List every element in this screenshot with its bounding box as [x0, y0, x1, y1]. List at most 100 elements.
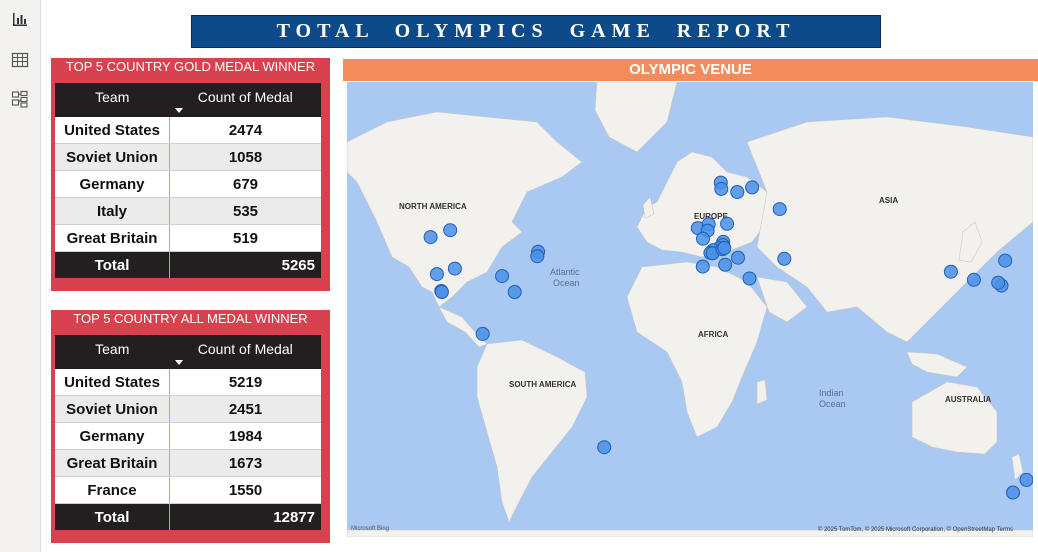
cell-team: Soviet Union [55, 395, 170, 423]
table-header-row: Team Count of Medal [55, 335, 321, 369]
venue-marker[interactable] [998, 253, 1013, 268]
venue-marker[interactable] [730, 185, 745, 199]
venue-marker[interactable] [714, 181, 729, 196]
venue-marker[interactable] [507, 285, 522, 299]
model-icon[interactable] [11, 90, 29, 108]
total-row: Total 5265 [55, 251, 321, 278]
label-australia: AUSTRALIA [945, 395, 991, 404]
label-africa: AFRICA [698, 330, 728, 339]
land-japan [958, 221, 983, 263]
venue-marker[interactable] [1006, 485, 1020, 500]
land-asia [746, 116, 1033, 343]
venue-markers [423, 175, 1033, 500]
map-provider-logo: Microsoft Bing [351, 526, 390, 532]
land-new-zealand [1011, 453, 1024, 481]
venue-marker[interactable] [423, 230, 438, 245]
venue-marker[interactable] [966, 272, 981, 287]
bar-chart-icon[interactable] [11, 10, 29, 28]
venue-marker[interactable] [695, 259, 710, 274]
venue-marker[interactable] [447, 261, 462, 276]
venue-marker[interactable] [1019, 472, 1033, 487]
table-row[interactable]: United States 5219 [55, 369, 321, 396]
table-row[interactable]: Soviet Union 2451 [55, 395, 321, 423]
venue-marker[interactable] [718, 257, 733, 272]
cell-count: 2474 [169, 117, 321, 144]
column-header-team[interactable]: Team [55, 83, 170, 117]
label-south-america: SOUTH AMERICA [509, 380, 576, 389]
gold-medal-panel-title: TOP 5 COUNTRY GOLD MEDAL WINNER [65, 59, 316, 74]
table-row[interactable]: France 1550 [55, 476, 321, 504]
map-attribution[interactable]: © 2025 TomTom, © 2025 Microsoft Corporat… [817, 527, 1013, 533]
all-medal-table[interactable]: Team Count of Medal United States 5219 So… [55, 335, 321, 530]
label-north-america: NORTH AMERICA [399, 202, 467, 211]
label-asia: ASIA [879, 196, 898, 205]
sort-desc-icon[interactable] [174, 360, 183, 365]
cell-team: France [55, 476, 170, 504]
column-header-team[interactable]: Team [55, 335, 170, 369]
label-atlantic-1: Atlantic [550, 267, 580, 277]
land-antarctica [347, 529, 1033, 537]
table-row[interactable]: Germany 679 [55, 170, 321, 198]
cell-count: 1058 [169, 143, 321, 171]
venue-marker[interactable] [597, 440, 612, 455]
cell-team: Germany [55, 170, 170, 198]
cell-count: 519 [169, 224, 321, 252]
column-header-count[interactable]: Count of Medal [169, 83, 321, 117]
cell-team: United States [55, 369, 170, 396]
venue-marker[interactable] [429, 267, 444, 282]
cell-count: 1673 [169, 449, 321, 477]
land-australia [911, 381, 998, 455]
label-atlantic-2: Ocean [553, 278, 580, 288]
venue-marker[interactable] [434, 285, 449, 299]
cell-count: 1984 [169, 422, 321, 450]
cell-team: Great Britain [55, 449, 170, 477]
total-label: Total [55, 251, 170, 278]
land-layer [347, 82, 1033, 537]
map-labels: NORTH AMERICA SOUTH AMERICA EUROPE AFRIC… [399, 196, 991, 409]
land-arabia [756, 276, 808, 323]
cell-count: 535 [169, 197, 321, 225]
cell-count: 5219 [169, 369, 321, 396]
venue-marker[interactable] [530, 249, 545, 264]
table-icon[interactable] [11, 51, 29, 69]
venue-marker[interactable] [495, 269, 510, 284]
all-medal-panel: TOP 5 COUNTRY ALL MEDAL WINNER Team Coun… [51, 310, 330, 543]
cell-count: 1550 [169, 476, 321, 504]
report-title: TOTAL OLYMPICS GAME REPORT [191, 15, 881, 48]
venue-marker[interactable] [943, 264, 958, 279]
land-indonesia [906, 351, 968, 378]
venue-marker[interactable] [720, 216, 735, 231]
column-header-count[interactable]: Count of Medal [169, 335, 321, 369]
venue-marker[interactable] [772, 202, 787, 217]
table-row[interactable]: United States 2474 [55, 117, 321, 144]
venue-marker[interactable] [443, 223, 458, 238]
olympic-venue-map[interactable]: NORTH AMERICA SOUTH AMERICA EUROPE AFRIC… [347, 82, 1033, 537]
venue-marker[interactable] [742, 271, 757, 286]
gold-medal-panel: TOP 5 COUNTRY GOLD MEDAL WINNER Team Cou… [51, 58, 330, 291]
cell-count: 2451 [169, 395, 321, 423]
land-greenland [594, 82, 678, 153]
table-row[interactable]: Germany 1984 [55, 422, 321, 450]
venue-marker[interactable] [475, 326, 490, 341]
view-rail [0, 0, 41, 552]
land-africa [626, 261, 768, 438]
column-header-count-label: Count of Medal [197, 341, 293, 357]
venue-marker[interactable] [777, 251, 792, 266]
table-row[interactable]: Great Britain 519 [55, 224, 321, 252]
cell-team: Italy [55, 197, 170, 225]
land-south-america [476, 339, 588, 523]
table-row[interactable]: Italy 535 [55, 197, 321, 225]
sort-desc-icon[interactable] [174, 108, 183, 113]
table-row[interactable]: Great Britain 1673 [55, 449, 321, 477]
map-canvas[interactable]: NORTH AMERICA SOUTH AMERICA EUROPE AFRIC… [347, 82, 1033, 537]
gold-medal-table[interactable]: Team Count of Medal United States 2474 So… [55, 83, 321, 278]
venue-marker[interactable] [991, 275, 1006, 290]
venue-marker[interactable] [745, 180, 760, 195]
total-label: Total [55, 503, 170, 530]
table-row[interactable]: Soviet Union 1058 [55, 143, 321, 171]
venue-marker[interactable] [731, 250, 745, 265]
venue-marker[interactable] [717, 241, 732, 255]
cell-count: 679 [169, 170, 321, 198]
total-value: 5265 [169, 251, 321, 278]
venue-marker[interactable] [696, 231, 710, 246]
